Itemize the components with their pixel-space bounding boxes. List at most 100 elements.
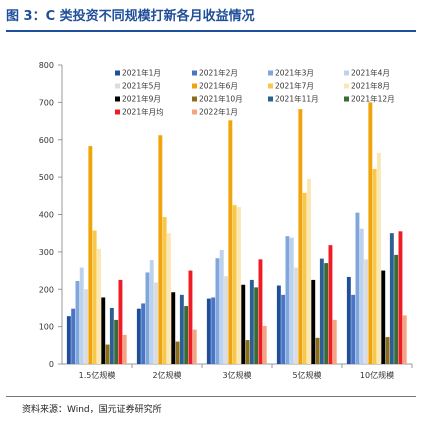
bar [188,270,193,364]
bar [171,292,176,364]
legend-label: 2021年7月 [275,81,314,91]
y-tick-label: 100 [39,323,54,332]
bar [262,325,267,364]
bar [192,329,197,364]
bar [206,298,211,364]
legend-swatch [192,109,197,115]
bar [75,281,80,364]
legend-swatch [268,83,273,89]
y-tick-label: 200 [39,285,54,294]
legend-label: 2021年4月 [351,68,390,78]
legend-label: 2022年1月 [199,107,238,117]
bar [258,259,263,364]
bar [241,284,246,364]
bar [184,306,189,364]
bar [315,337,320,364]
bar [92,230,97,364]
legend-swatch [268,70,273,76]
bar [281,294,286,364]
x-tick-label: 2亿规模 [152,370,181,380]
y-tick-label: 0 [49,360,54,369]
bar [219,250,224,364]
y-tick-label: 400 [39,211,54,220]
bar [311,279,316,364]
bar [136,308,141,364]
x-tick-label: 5亿规模 [292,370,321,380]
x-tick-label: 3亿规模 [222,370,251,380]
bar [324,263,329,364]
bar [175,341,180,364]
legend-label: 2021年2月 [199,68,238,78]
bar [154,282,158,364]
bar [215,258,220,364]
bar [302,192,307,364]
figure-title: 图 3：C 类投资不同规模打新各月收益情况 [6,9,255,24]
bar [298,109,303,364]
bar [285,236,290,364]
bar [162,217,167,364]
x-tick-label: 1.5亿规模 [79,370,116,380]
bar [145,272,150,364]
bar [167,233,171,364]
bar [114,319,119,364]
legend-label: 2021年9月 [122,94,161,104]
bar [364,259,368,364]
bar [245,340,250,364]
bar [249,279,254,364]
bar [289,237,294,364]
bar [254,287,259,364]
legend-swatch [192,83,197,89]
legend-swatch [115,109,120,115]
bar [109,307,114,364]
title-rule [6,30,416,32]
bar [351,294,356,364]
legend-label: 2021年5月 [122,81,161,91]
bar [158,135,163,364]
source-rule [6,396,416,397]
y-tick-label: 500 [39,173,54,182]
bar [294,267,298,364]
bar-chart: 0 100 200 300 400 500 600 700 800 1.5亿规模 2亿规模 3亿规模 5… [39,61,413,380]
legend-swatch [115,96,120,102]
bar [359,228,364,364]
legend-swatch [192,70,197,76]
bar [224,276,228,364]
legend-swatch [192,96,197,102]
bar [97,248,101,364]
bar [368,102,373,365]
source-note: 资料来源：Wind，国元证券研究所 [22,405,162,415]
y-tick-label: 800 [39,61,54,70]
bar [307,178,311,364]
bar [402,315,407,364]
bar [232,205,237,364]
bar [141,303,146,364]
legend-label: 2021年3月 [275,68,314,78]
y-tick-label: 300 [39,248,54,257]
bar [101,297,106,364]
bar [71,308,76,364]
legend-swatch [344,83,349,89]
bar [276,285,281,364]
legend-label: 2021年月均 [122,107,164,117]
bar [377,152,381,364]
legend-swatch [344,70,349,76]
legend-label: 2021年6月 [199,81,238,91]
bar [149,260,154,364]
bar [66,316,71,364]
bar [84,289,88,364]
bar [118,279,123,364]
legend-label: 2021年12月 [351,94,395,104]
legend-label: 2021年10月 [199,94,243,104]
bar [228,120,233,364]
bar [79,267,84,364]
bar [319,258,324,364]
bar [398,231,403,364]
bar [88,146,93,364]
legend-label: 2021年1月 [122,68,161,78]
bar [385,337,390,364]
bar [122,334,127,364]
bar [237,207,241,364]
legend-swatch [115,83,120,89]
legend-label: 2021年11月 [275,94,319,104]
y-tick-label: 700 [39,98,54,107]
